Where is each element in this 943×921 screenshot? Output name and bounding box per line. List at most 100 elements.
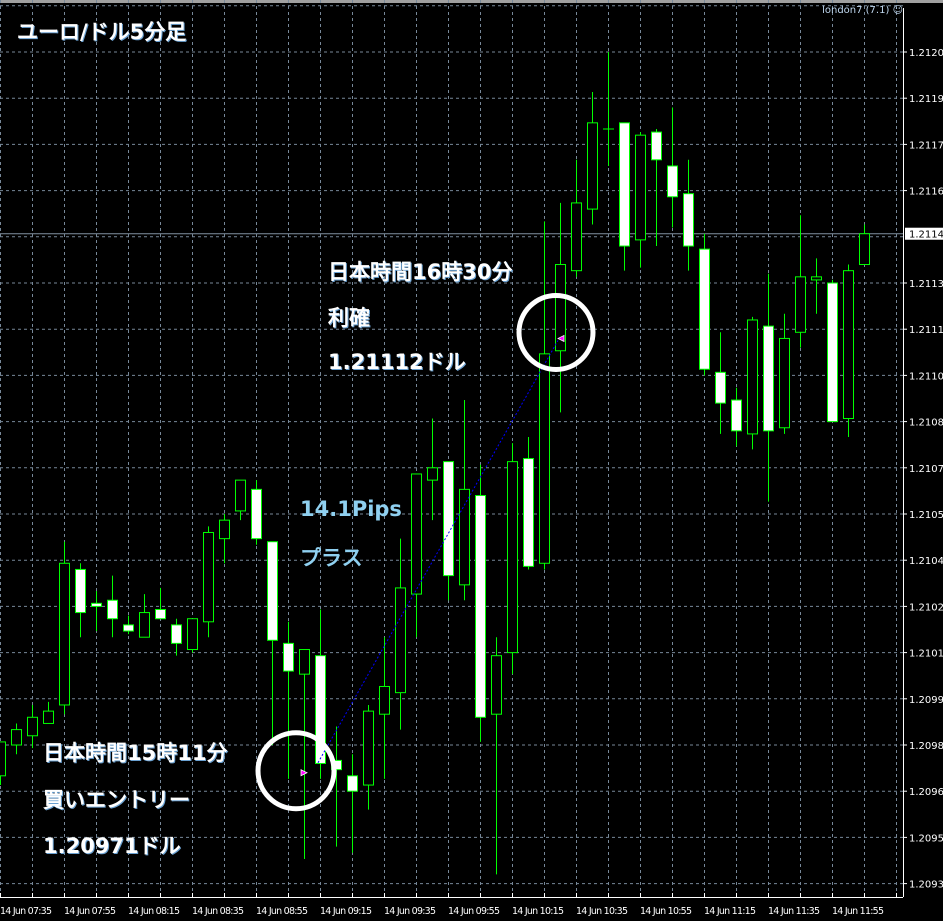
candle bbox=[315, 609, 326, 779]
exit-arrow-icon bbox=[557, 334, 565, 343]
candle-body-bull bbox=[139, 612, 150, 638]
candle bbox=[395, 538, 406, 730]
exit-highlight-circle bbox=[516, 292, 596, 372]
candle bbox=[59, 541, 70, 715]
x-tick-label: 14 Jun 08:15 bbox=[128, 906, 180, 917]
candle-body-bull bbox=[587, 122, 598, 210]
expert-advisor-label[interactable]: london7 (7.1) ☺ bbox=[822, 5, 903, 16]
candle-body-bull bbox=[747, 319, 758, 435]
candle bbox=[203, 526, 214, 638]
candle-body-bear bbox=[107, 599, 118, 620]
candle bbox=[427, 418, 438, 521]
candle-body-bull bbox=[427, 467, 438, 481]
y-tick-label: 1.21085 bbox=[909, 418, 943, 429]
candle bbox=[683, 159, 694, 271]
candle-body-bull bbox=[555, 264, 566, 352]
y-tick-label: 1.21175 bbox=[909, 140, 943, 151]
candle bbox=[507, 443, 518, 675]
candle-body-bull bbox=[395, 587, 406, 694]
y-tick-label: 1.21190 bbox=[909, 94, 943, 105]
y-tick-label: 1.21040 bbox=[909, 556, 943, 567]
candle-body-bull bbox=[411, 473, 422, 595]
candle bbox=[0, 741, 6, 786]
candle bbox=[379, 637, 390, 779]
candle-body-bear bbox=[315, 655, 326, 764]
y-tick-label: 1.20965 bbox=[909, 787, 943, 798]
y-tick-label: 1.21100 bbox=[909, 371, 943, 382]
candle bbox=[27, 704, 38, 749]
candle-body-bear bbox=[651, 131, 662, 161]
candle-body-bear bbox=[267, 541, 278, 641]
candle bbox=[859, 224, 870, 266]
candle bbox=[843, 264, 854, 437]
candle bbox=[171, 618, 182, 656]
candle-body-bull bbox=[571, 202, 582, 272]
candle-body-bull bbox=[859, 233, 870, 266]
y-tick-label: 1.21160 bbox=[909, 187, 943, 198]
y-tick-label: 1.21070 bbox=[909, 464, 943, 475]
x-tick-label: 14 Jun 07:35 bbox=[0, 906, 52, 917]
candle bbox=[91, 591, 102, 632]
candle-body-bull bbox=[11, 729, 22, 746]
candle-body-bull bbox=[379, 685, 390, 715]
y-tick-label: 1.21055 bbox=[909, 510, 943, 521]
candle bbox=[635, 132, 646, 268]
trade-connection-line bbox=[317, 340, 559, 763]
x-tick-label: 14 Jun 11:35 bbox=[768, 906, 820, 917]
y-tick-label: 1.20980 bbox=[909, 741, 943, 752]
profit-pips-label: 14.1Pips bbox=[300, 497, 402, 521]
current-price-box bbox=[905, 227, 943, 240]
y-tick-label: 1.20950 bbox=[909, 833, 943, 844]
candle-body-bear bbox=[475, 495, 486, 718]
x-tick-label: 14 Jun 09:55 bbox=[448, 906, 500, 917]
candle bbox=[779, 313, 790, 434]
candle bbox=[187, 618, 198, 653]
candle bbox=[715, 332, 726, 434]
y-tick-label: 1.21130 bbox=[909, 279, 943, 290]
candle bbox=[283, 621, 294, 779]
y-tick-label: 1.21010 bbox=[909, 649, 943, 660]
candle bbox=[699, 233, 710, 376]
candle bbox=[763, 273, 774, 502]
candle-body-bear bbox=[283, 642, 294, 672]
candle-body-bull bbox=[59, 562, 70, 706]
candle-body-bull bbox=[299, 649, 310, 675]
candle bbox=[603, 52, 614, 166]
candle-body-bull bbox=[27, 716, 38, 737]
candle bbox=[251, 480, 262, 545]
candle-body-bull bbox=[43, 710, 54, 724]
candle bbox=[443, 461, 454, 601]
candle-body-bull bbox=[187, 618, 198, 651]
candle bbox=[411, 473, 422, 638]
candle-body-bear bbox=[123, 624, 134, 632]
candle bbox=[555, 202, 566, 413]
candle bbox=[651, 129, 662, 247]
exit-price-label: 1.21112ドル bbox=[328, 350, 466, 374]
candle bbox=[347, 754, 358, 853]
candle-body-bear bbox=[731, 399, 742, 432]
candle-body-bull bbox=[843, 270, 854, 420]
profit-plus-label: プラス bbox=[300, 546, 363, 570]
candle bbox=[11, 723, 22, 755]
candle bbox=[523, 437, 534, 570]
candle-body-bull bbox=[779, 337, 790, 429]
x-tick-label: 14 Jun 11:55 bbox=[832, 906, 884, 917]
candle-body-bear bbox=[667, 165, 678, 198]
x-tick-label: 14 Jun 08:55 bbox=[256, 906, 308, 917]
entry-highlight-circle bbox=[255, 730, 337, 812]
candle bbox=[107, 575, 118, 638]
candle-body-bear bbox=[763, 325, 774, 432]
candle bbox=[827, 279, 838, 423]
candle bbox=[587, 92, 598, 225]
candle-body-bull bbox=[363, 710, 374, 786]
y-tick-label: 1.21205 bbox=[909, 48, 943, 59]
candle bbox=[155, 587, 166, 620]
candle-body-bear bbox=[827, 282, 838, 423]
candle bbox=[491, 637, 502, 875]
candle bbox=[299, 649, 310, 859]
entry-time-label: 日本時間15時11分 bbox=[43, 741, 228, 765]
exit-action-label: 利確 bbox=[328, 306, 370, 330]
candle-body-bear bbox=[683, 193, 694, 247]
entry-price-label: 1.20971ドル bbox=[43, 834, 181, 858]
